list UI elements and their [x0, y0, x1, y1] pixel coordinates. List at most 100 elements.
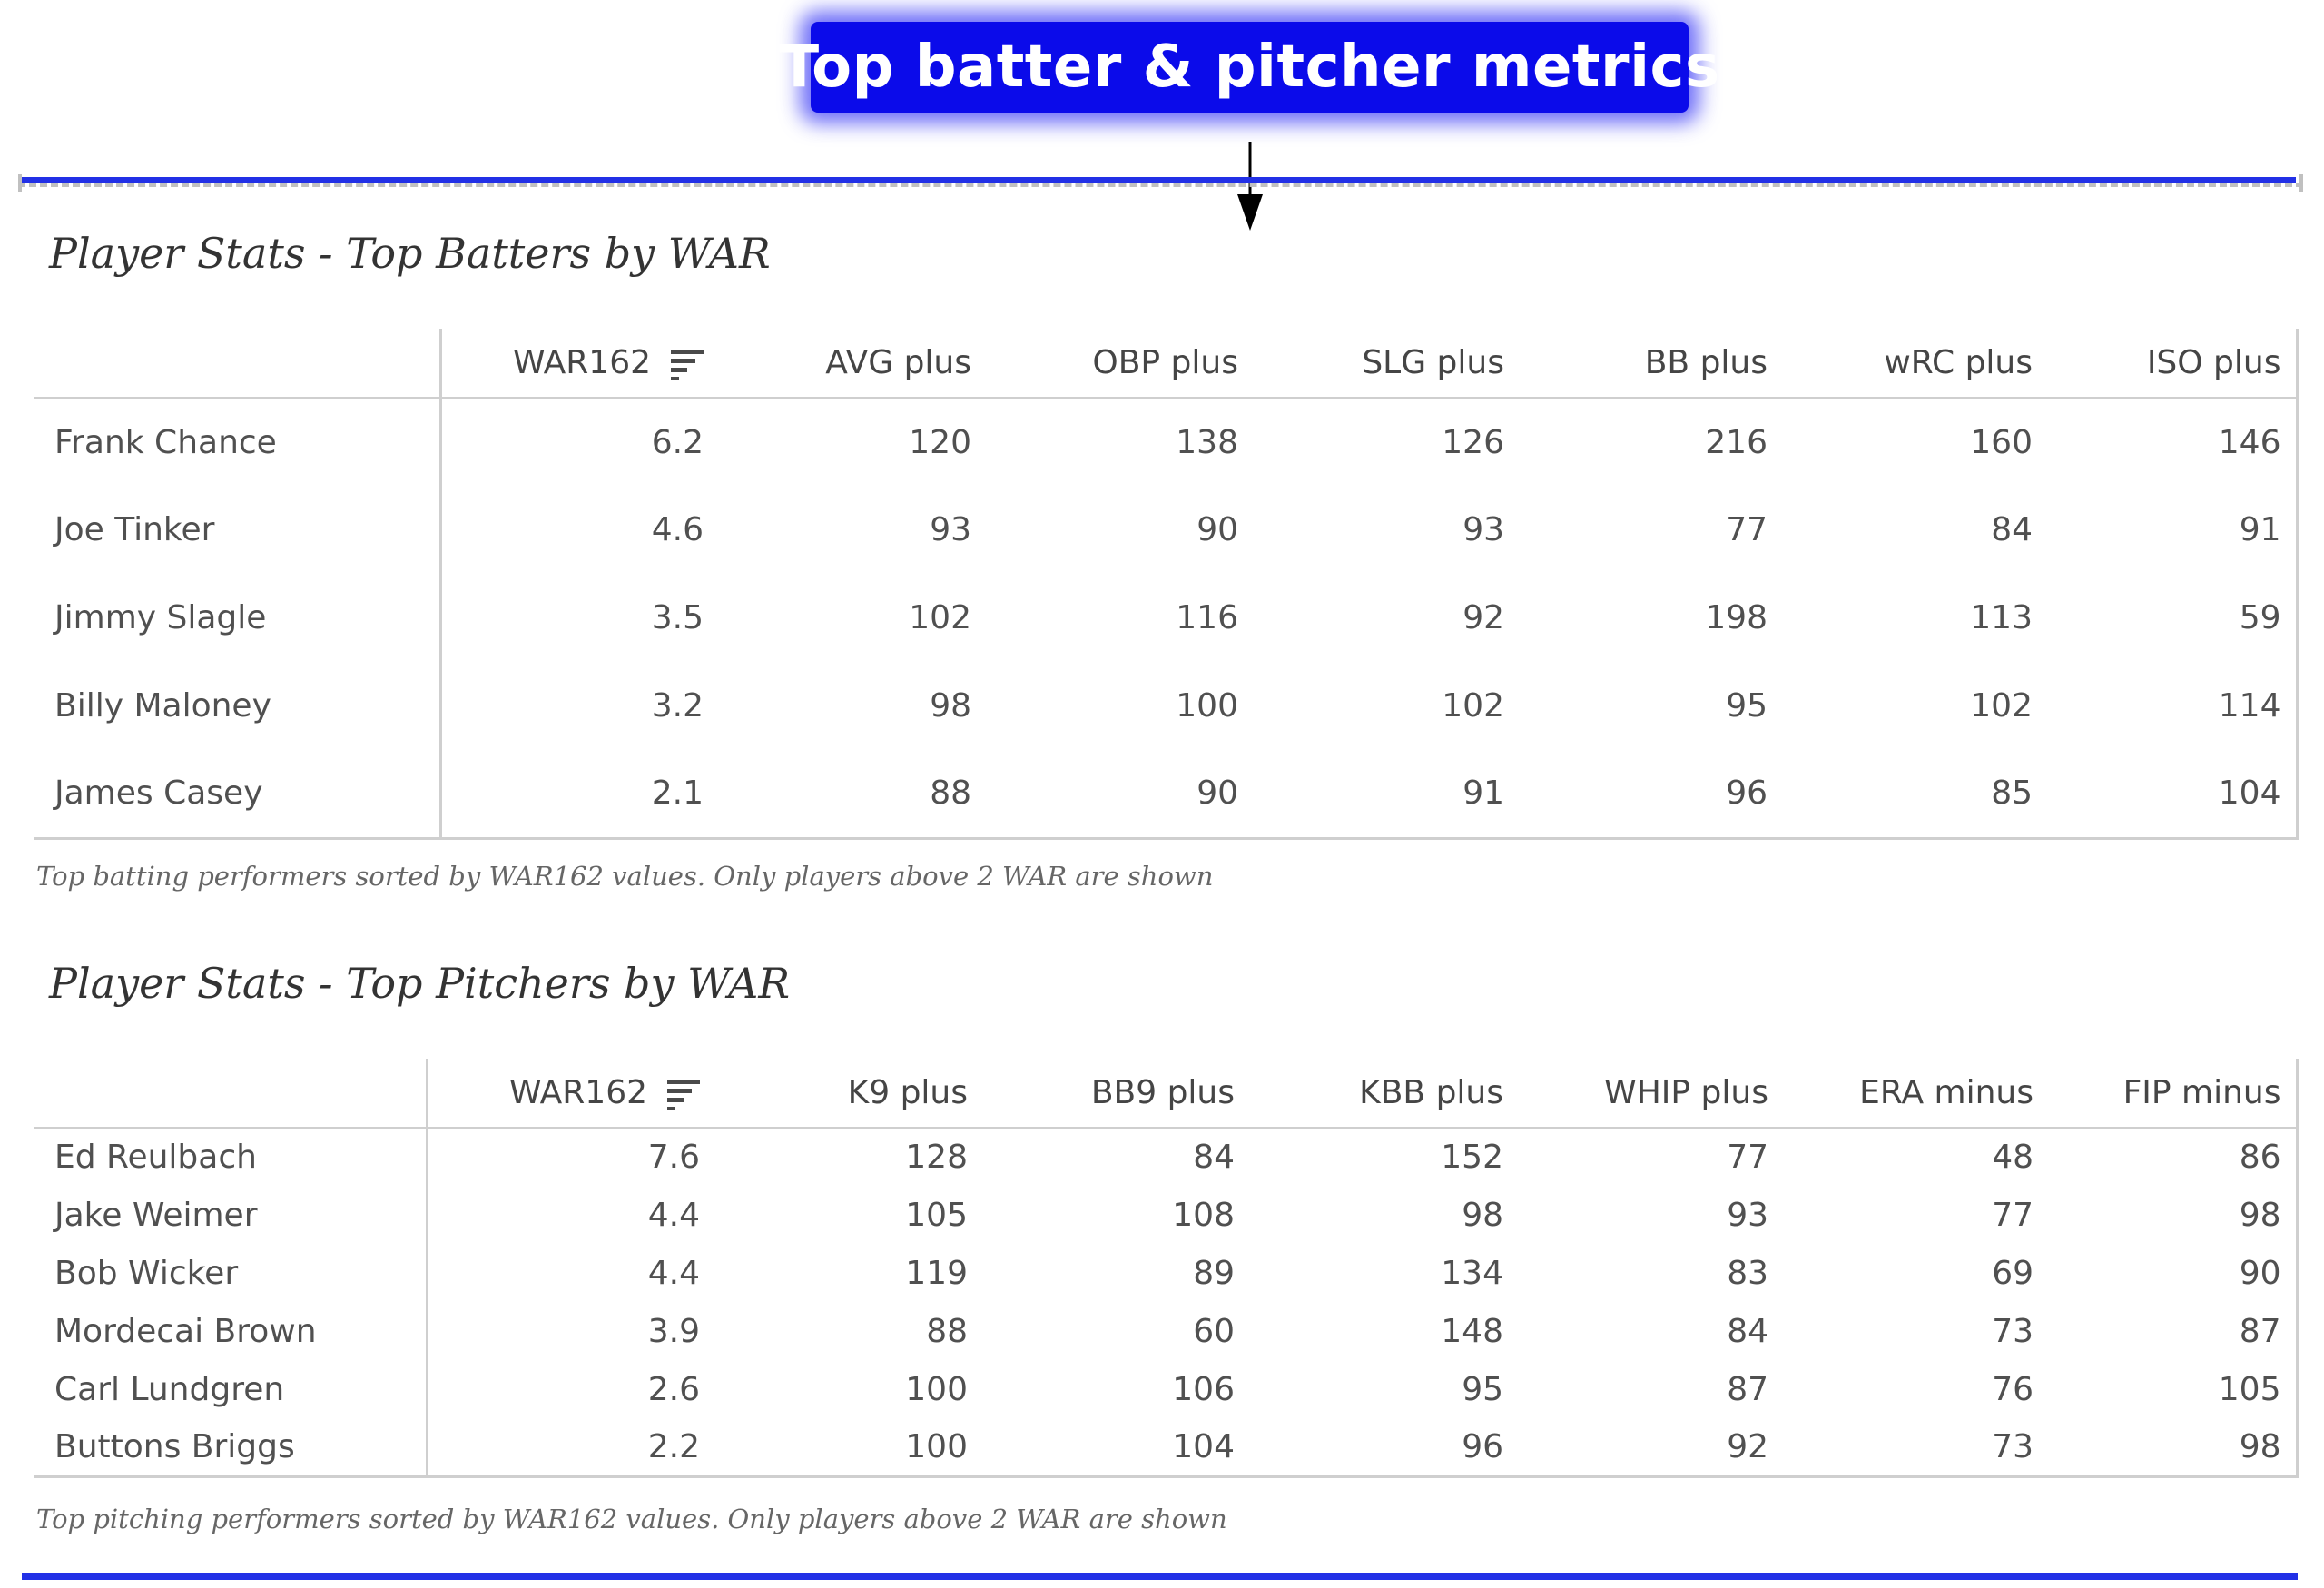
cell-iso-plus: 114 [2047, 662, 2299, 750]
cell-war162: 2.1 [440, 750, 718, 840]
cell-kbb-plus: 134 [1441, 1254, 1503, 1292]
batters-col-bb-plus[interactable]: BB plus [1519, 329, 1782, 399]
cell-war162: 3.5 [651, 599, 704, 636]
pitchers-col-war162[interactable]: WAR162 [427, 1059, 714, 1129]
cell-bb-plus: 95 [1726, 687, 1768, 725]
sort-descending-icon[interactable] [671, 349, 704, 380]
cell-slg-plus: 92 [1462, 599, 1504, 636]
cell-wrc-plus: 113 [1970, 599, 2033, 636]
cell-whip-plus: 83 [1727, 1254, 1768, 1292]
cell-war162: 6.2 [651, 423, 704, 461]
batters-col-player [34, 329, 442, 399]
cell-era-minus: 48 [1992, 1139, 2034, 1177]
cell-k9-plus: 105 [905, 1196, 968, 1234]
pitchers-col-whip-plus[interactable]: WHIP plus [1518, 1059, 1783, 1129]
player-name: Billy Maloney [34, 662, 442, 750]
batters-col-slg-plus[interactable]: SLG plus [1253, 329, 1519, 399]
pitchers-col-fip-minus[interactable]: FIP minus [2048, 1059, 2299, 1129]
cell-bb9-plus: 106 [1172, 1370, 1235, 1408]
batters-col-obp-plus[interactable]: OBP plus [986, 329, 1253, 399]
table-row: Mordecai Brown 3.9 88 60 148 84 73 87 [34, 1302, 2299, 1360]
pitchers-col-k9-plus[interactable]: K9 plus [714, 1059, 982, 1129]
cell-era-minus: 77 [1992, 1196, 2034, 1234]
player-name: Mordecai Brown [34, 1302, 428, 1360]
batters-col-wrc-plus[interactable]: wRC plus [1782, 329, 2047, 399]
cell-fip-minus: 98 [2048, 1418, 2299, 1478]
cell-avg-plus: 98 [930, 687, 971, 725]
sort-descending-icon[interactable] [667, 1079, 700, 1110]
cell-obp-plus: 90 [986, 750, 1253, 840]
pitchers-col-bb9-plus[interactable]: BB9 plus [982, 1059, 1249, 1129]
pitchers-table: WAR162 K9 plus BB9 plus KBB plus WHIP pl… [34, 1059, 2299, 1478]
pitchers-caption: Top pitching performers sorted by WAR162… [36, 1504, 1227, 1534]
cell-bb9-plus: 104 [982, 1418, 1249, 1478]
cell-fip-minus: 98 [2048, 1186, 2299, 1244]
cell-whip-plus: 84 [1727, 1312, 1768, 1350]
cell-wrc-plus: 84 [1991, 511, 2033, 548]
top-divider [18, 174, 2303, 194]
pitchers-header-row: WAR162 K9 plus BB9 plus KBB plus WHIP pl… [34, 1059, 2299, 1129]
cell-wrc-plus: 160 [1970, 423, 2033, 461]
cell-slg-plus: 93 [1462, 511, 1504, 548]
table-row: Carl Lundgren 2.6 100 106 95 87 76 105 [34, 1360, 2299, 1418]
player-name: James Casey [34, 750, 442, 840]
cell-k9-plus: 100 [714, 1418, 982, 1478]
player-name: Bob Wicker [34, 1244, 428, 1302]
cell-kbb-plus: 96 [1249, 1418, 1518, 1478]
cell-whip-plus: 87 [1727, 1370, 1768, 1408]
cell-era-minus: 76 [1992, 1370, 2034, 1408]
batters-col-war162[interactable]: WAR162 [440, 329, 718, 399]
cell-kbb-plus: 98 [1462, 1196, 1503, 1234]
batters-col-iso-plus[interactable]: ISO plus [2047, 329, 2299, 399]
cell-bb-plus: 198 [1705, 599, 1768, 636]
cell-avg-plus: 93 [930, 511, 971, 548]
cell-obp-plus: 116 [1176, 599, 1238, 636]
cell-war162: 7.6 [647, 1139, 700, 1177]
cell-obp-plus: 100 [1176, 687, 1238, 725]
cell-bb-plus: 216 [1705, 423, 1768, 461]
cell-bb-plus: 77 [1726, 511, 1768, 548]
cell-wrc-plus: 102 [1970, 687, 2033, 725]
cell-avg-plus: 88 [718, 750, 986, 840]
cell-wrc-plus: 85 [1782, 750, 2047, 840]
cell-fip-minus: 90 [2048, 1244, 2299, 1302]
cell-kbb-plus: 148 [1441, 1312, 1503, 1350]
pitchers-section-title: Player Stats - Top Pitchers by WAR [49, 959, 790, 1008]
player-name: Buttons Briggs [34, 1418, 428, 1478]
cell-iso-plus: 104 [2047, 750, 2299, 840]
cell-slg-plus: 91 [1253, 750, 1519, 840]
pitchers-col-era-minus[interactable]: ERA minus [1783, 1059, 2048, 1129]
cell-slg-plus: 126 [1442, 423, 1504, 461]
cell-k9-plus: 100 [905, 1370, 968, 1408]
cell-obp-plus: 138 [1176, 423, 1238, 461]
bottom-divider [22, 1573, 2298, 1580]
cell-era-minus: 69 [1992, 1254, 2034, 1292]
player-name: Joe Tinker [34, 486, 442, 574]
batters-caption: Top batting performers sorted by WAR162 … [36, 861, 1214, 892]
batters-col-avg-plus[interactable]: AVG plus [718, 329, 986, 399]
cell-era-minus: 73 [1992, 1312, 2034, 1350]
cell-era-minus: 73 [1783, 1418, 2048, 1478]
player-name: Jake Weimer [34, 1186, 428, 1244]
cell-bb9-plus: 60 [1193, 1312, 1235, 1350]
cell-bb9-plus: 84 [1193, 1139, 1235, 1177]
cell-fip-minus: 105 [2048, 1360, 2299, 1418]
cell-war162: 2.6 [647, 1370, 700, 1408]
cell-iso-plus: 59 [2047, 574, 2299, 662]
cell-war162: 3.9 [647, 1312, 700, 1350]
arrow-down-icon [1237, 142, 1263, 231]
player-name: Jimmy Slagle [34, 574, 442, 662]
cell-avg-plus: 120 [909, 423, 971, 461]
cell-whip-plus: 77 [1727, 1139, 1768, 1177]
batters-section-title: Player Stats - Top Batters by WAR [49, 229, 771, 278]
table-row: Ed Reulbach 7.6 128 84 152 77 48 86 [34, 1128, 2299, 1186]
cell-bb9-plus: 89 [1193, 1254, 1235, 1292]
cell-k9-plus: 119 [905, 1254, 968, 1292]
cell-iso-plus: 146 [2047, 398, 2299, 486]
pitchers-col-kbb-plus[interactable]: KBB plus [1249, 1059, 1518, 1129]
table-row: Joe Tinker 4.6 93 90 93 77 84 91 [34, 486, 2299, 574]
cell-k9-plus: 88 [926, 1312, 968, 1350]
cell-bb-plus: 96 [1519, 750, 1782, 840]
cell-slg-plus: 102 [1442, 687, 1504, 725]
cell-kbb-plus: 152 [1441, 1139, 1503, 1177]
